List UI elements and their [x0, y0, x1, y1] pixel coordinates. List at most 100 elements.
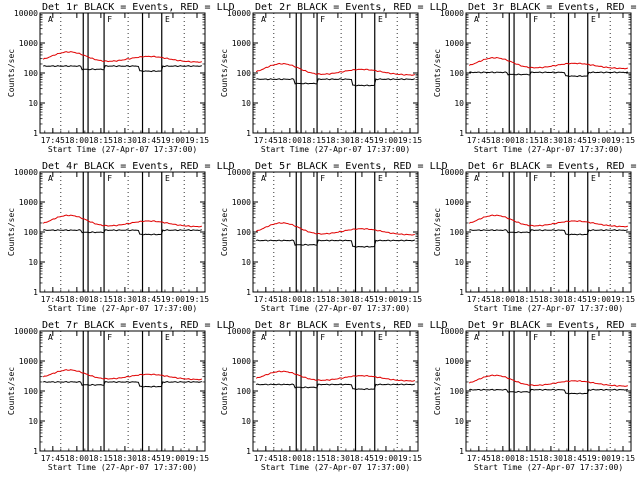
y-tick-label: 1000 — [232, 357, 251, 366]
x-tick-label: 18:15 — [515, 454, 539, 463]
x-tick-label: 17:45 — [467, 454, 491, 463]
x-tick-label: 18:30 — [113, 454, 137, 463]
y-tick-label: 1 — [33, 447, 38, 456]
y-tick-label: 10000 — [227, 9, 251, 18]
x-tick-label: 18:00 — [278, 136, 302, 145]
x-tick-label: 18:00 — [491, 295, 515, 304]
detector-panel-9: Det 9r BLACK = Events, RED = LLD 1 10 100 10… — [433, 320, 640, 472]
x-tick-label: 18:45 — [563, 295, 587, 304]
y-axis-label: Counts/sec — [220, 367, 229, 415]
x-tick-label: 18:30 — [113, 136, 137, 145]
attenuator-marker: A — [474, 174, 479, 183]
x-tick-label: 18:30 — [326, 295, 350, 304]
x-tick-label: 18:00 — [65, 295, 89, 304]
attenuator-marker: E — [165, 15, 170, 24]
y-axis-label: Counts/sec — [7, 367, 16, 415]
y-tick-label: 10 — [28, 99, 38, 108]
x-tick-label: 18:15 — [302, 295, 326, 304]
x-tick-label: 18:00 — [491, 454, 515, 463]
attenuator-marker: F — [320, 333, 325, 342]
attenuator-marker: A — [48, 15, 53, 24]
y-tick-label: 1 — [33, 129, 38, 138]
x-tick-label: 18:45 — [137, 454, 161, 463]
x-tick-label: 18:15 — [89, 295, 113, 304]
y-axis-label: Counts/sec — [220, 208, 229, 256]
series-line-events — [469, 71, 628, 78]
attenuator-marker: A — [48, 333, 53, 342]
plot-frame — [39, 330, 206, 452]
x-tick-label: 19:00 — [587, 454, 611, 463]
y-tick-label: 1000 — [445, 198, 464, 207]
x-tick-label: 18:30 — [326, 136, 350, 145]
attenuator-marker: F — [533, 333, 538, 342]
x-tick-label: 18:15 — [515, 295, 539, 304]
y-tick-label: 10000 — [14, 327, 38, 336]
attenuator-marker: A — [261, 333, 266, 342]
y-tick-label: 1000 — [445, 39, 464, 48]
x-tick-label: 18:45 — [137, 136, 161, 145]
y-tick-label: 10 — [241, 99, 251, 108]
y-tick-label: 100 — [24, 228, 39, 237]
x-tick-label: 17:45 — [254, 454, 278, 463]
plot-frame — [252, 171, 419, 293]
x-axis-label: Start Time (27-Apr-07 17:37:00) — [261, 145, 410, 154]
plot-frame — [465, 171, 632, 293]
x-tick-label: 17:45 — [41, 295, 65, 304]
x-tick-label: 17:45 — [41, 454, 65, 463]
y-tick-label: 1000 — [19, 198, 38, 207]
x-tick-label: 18:15 — [89, 136, 113, 145]
attenuator-marker: A — [261, 174, 266, 183]
attenuator-marker: F — [107, 15, 112, 24]
y-tick-label: 10 — [28, 258, 38, 267]
y-tick-label: 100 — [450, 228, 465, 237]
y-tick-label: 100 — [24, 387, 39, 396]
series-line-events — [43, 65, 202, 73]
x-tick-label: 18:30 — [539, 295, 563, 304]
x-tick-label: 18:15 — [515, 136, 539, 145]
x-tick-label: 18:00 — [278, 295, 302, 304]
x-tick-label: 19:00 — [587, 136, 611, 145]
y-tick-label: 10 — [454, 417, 464, 426]
attenuator-marker: E — [591, 15, 596, 24]
attenuator-marker: E — [165, 174, 170, 183]
y-tick-label: 10000 — [440, 9, 464, 18]
x-tick-label: 17:45 — [467, 295, 491, 304]
x-tick-label: 18:30 — [539, 136, 563, 145]
x-tick-label: 18:15 — [302, 136, 326, 145]
attenuator-marker: A — [261, 15, 266, 24]
attenuator-marker: F — [320, 15, 325, 24]
y-tick-label: 10000 — [440, 327, 464, 336]
y-tick-label: 1 — [459, 129, 464, 138]
y-tick-label: 100 — [237, 228, 252, 237]
x-axis-label: Start Time (27-Apr-07 17:37:00) — [261, 304, 410, 313]
series-line-lld — [42, 51, 202, 63]
x-tick-label: 19:00 — [161, 454, 185, 463]
detector-panel-7: Det 7r BLACK = Events, RED = LLD 1 10 100 10… — [7, 320, 235, 472]
x-tick-label: 19:00 — [161, 295, 185, 304]
plot-frame — [252, 330, 419, 452]
x-tick-label: 17:45 — [254, 136, 278, 145]
series-line-events — [469, 388, 628, 395]
y-tick-label: 10 — [241, 417, 251, 426]
x-tick-label: 19:00 — [587, 295, 611, 304]
y-tick-label: 1000 — [445, 357, 464, 366]
y-tick-label: 1 — [246, 447, 251, 456]
series-line-lld — [468, 374, 628, 387]
x-tick-label: 17:45 — [467, 136, 491, 145]
y-tick-label: 100 — [450, 387, 465, 396]
series-line-lld — [42, 369, 202, 381]
y-tick-label: 1 — [246, 129, 251, 138]
y-axis-label: Counts/sec — [7, 208, 16, 256]
y-tick-label: 10 — [454, 99, 464, 108]
y-tick-label: 10000 — [227, 327, 251, 336]
x-tick-label: 18:00 — [491, 136, 515, 145]
y-tick-label: 1000 — [232, 198, 251, 207]
plot-frame — [465, 12, 632, 134]
y-tick-label: 100 — [450, 69, 465, 78]
series-line-events — [256, 239, 415, 248]
y-tick-label: 1 — [459, 447, 464, 456]
y-tick-label: 100 — [24, 69, 39, 78]
series-line-lld — [255, 62, 415, 76]
y-tick-label: 10000 — [227, 168, 251, 177]
series-line-events — [256, 78, 415, 87]
